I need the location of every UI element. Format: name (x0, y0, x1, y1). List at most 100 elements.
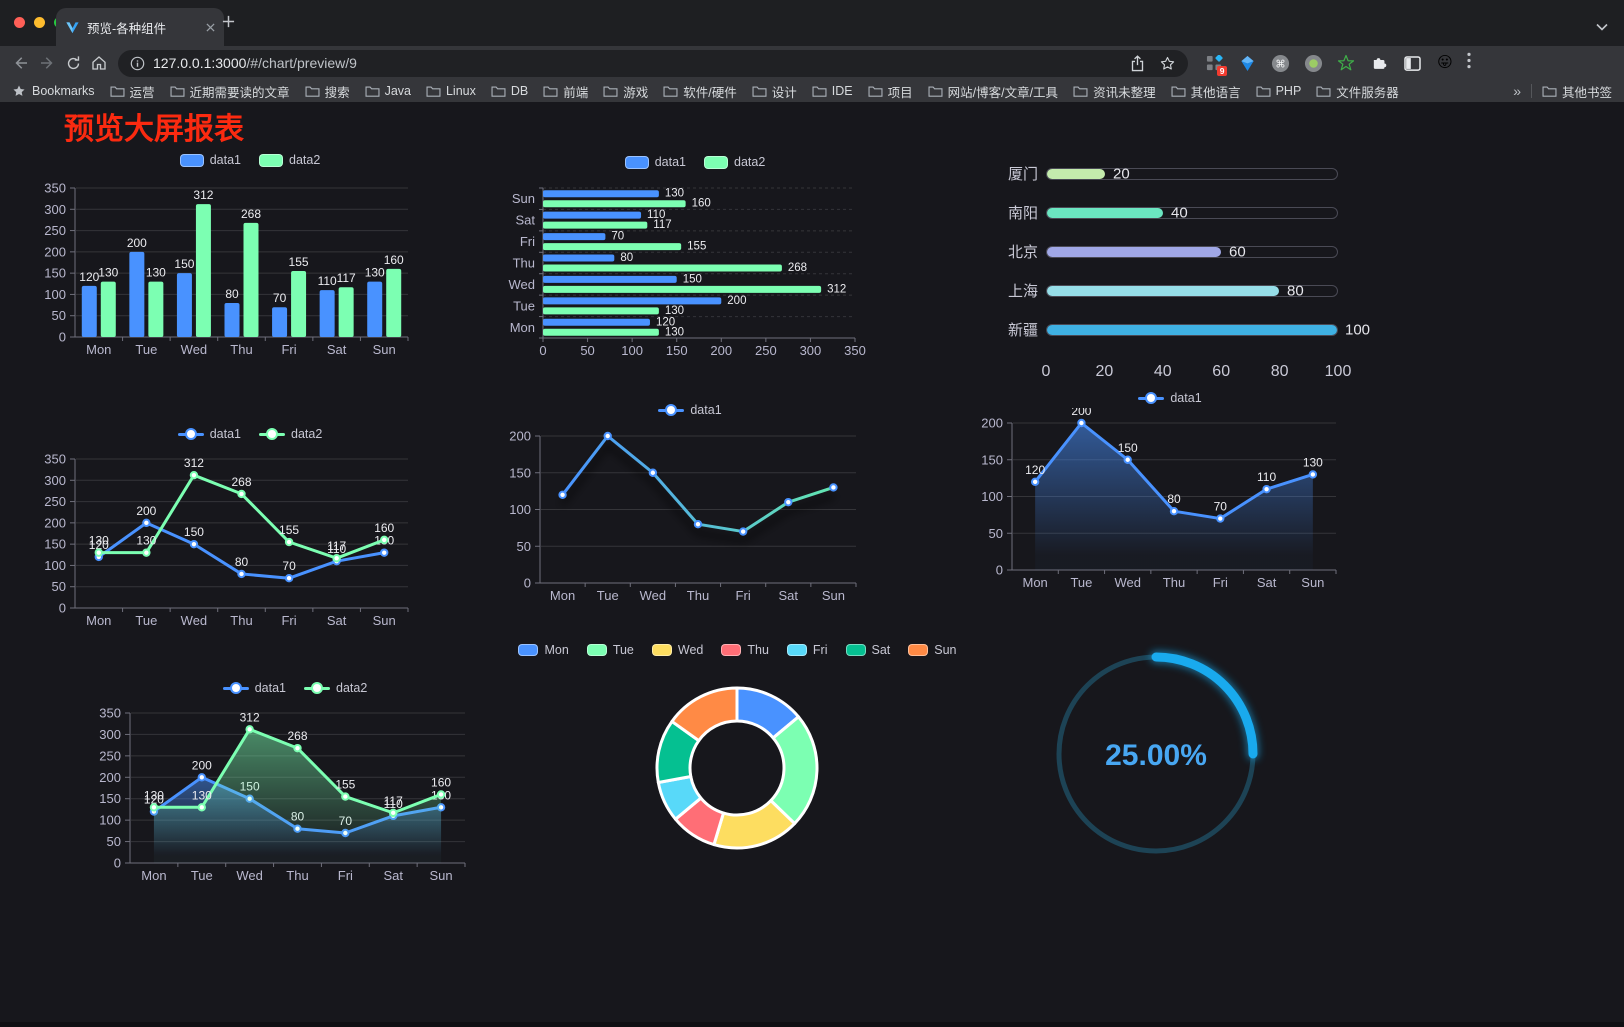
bookmark-item[interactable]: 设计 (752, 82, 797, 101)
progress-row: 上海 80 (990, 271, 1360, 310)
home-button[interactable] (86, 50, 112, 76)
legend-item[interactable]: Mon (518, 643, 569, 657)
svg-text:Fri: Fri (1213, 575, 1228, 590)
close-window-button[interactable] (14, 17, 25, 28)
bookmark-item[interactable]: 资讯未整理 (1073, 82, 1156, 101)
extension-puzzle-icon[interactable] (1369, 53, 1389, 73)
legend-item[interactable]: data2 (259, 153, 320, 167)
extension-gem-icon[interactable] (1237, 53, 1257, 73)
svg-text:Wed: Wed (1114, 575, 1141, 590)
bookmark-item[interactable]: Linux (426, 84, 476, 98)
bookmark-item[interactable]: 前端 (543, 82, 588, 101)
forward-button[interactable] (34, 50, 60, 76)
chart-legend: data1 (980, 388, 1360, 408)
back-button[interactable] (8, 50, 34, 76)
legend-item[interactable]: data1 (222, 681, 286, 695)
legend-item[interactable]: data1 (624, 155, 686, 169)
browser-menu-icon[interactable] (1467, 52, 1471, 74)
svg-text:200: 200 (981, 416, 1003, 431)
bookmark-item[interactable]: PHP (1256, 84, 1302, 98)
extension-star-icon[interactable] (1336, 53, 1356, 73)
svg-text:160: 160 (692, 198, 711, 210)
svg-text:350: 350 (44, 452, 66, 467)
bookmark-item[interactable]: 软件/硬件 (663, 82, 737, 101)
legend-item[interactable]: Tue (586, 643, 634, 657)
svg-text:80: 80 (620, 252, 633, 264)
svg-text:250: 250 (755, 343, 777, 358)
tab-close-icon[interactable] (206, 22, 215, 32)
extension-command-icon[interactable]: ⌘ (1270, 53, 1290, 73)
legend-item[interactable]: Thu (721, 643, 769, 657)
reload-button[interactable] (60, 50, 86, 76)
legend-item[interactable]: data1 (1138, 391, 1202, 405)
minimize-window-button[interactable] (34, 17, 45, 28)
other-bookmarks-folder[interactable]: 其他书签 (1542, 82, 1612, 101)
bookmark-item[interactable]: IDE (812, 84, 853, 98)
bookmark-label: 软件/硬件 (683, 85, 737, 100)
gradient-line-svg: 0 50 100 150 200 Mon Tue Wed Thu Fri Sat Sun (509, 429, 857, 603)
svg-text:268: 268 (231, 475, 251, 489)
bookmark-item[interactable]: 其他语言 (1171, 82, 1241, 101)
bookmark-label: PHP (1275, 84, 1302, 98)
bookmark-star-icon[interactable] (1159, 55, 1176, 72)
chart-legend: data1 data2 (40, 150, 460, 170)
address-bar[interactable]: 127.0.0.1:3000/#/chart/preview/9 (118, 49, 1188, 77)
tab-search-chevron-icon[interactable] (1596, 18, 1608, 36)
bookmarks-manager[interactable]: Bookmarks (12, 84, 95, 98)
bookmark-item[interactable]: 游戏 (603, 82, 648, 101)
svg-text:117: 117 (384, 794, 403, 808)
extension-sidepanel-icon[interactable] (1402, 53, 1422, 73)
svg-text:110: 110 (327, 542, 346, 556)
bookmark-item[interactable]: 近期需要读的文章 (170, 82, 290, 101)
extension-emoji-icon[interactable]: 😛 (1437, 54, 1453, 71)
browser-tab[interactable]: 预览-各种组件 (56, 8, 224, 46)
new-tab-button[interactable] (222, 15, 235, 33)
legend-item[interactable]: Wed (651, 643, 703, 657)
share-icon[interactable] (1130, 54, 1145, 72)
svg-text:150: 150 (174, 257, 194, 271)
legend-label: data2 (734, 155, 766, 169)
legend-item[interactable]: data1 (177, 427, 241, 441)
bookmark-item[interactable]: 文件服务器 (1316, 82, 1399, 101)
legend-item[interactable]: data2 (704, 155, 765, 169)
extension-grid-icon[interactable]: 9 (1204, 53, 1227, 76)
legend-swatch (908, 644, 929, 656)
legend-label: data1 (690, 403, 722, 417)
bookmarks-overflow-chevron[interactable]: » (1513, 83, 1521, 99)
svg-text:Thu: Thu (230, 613, 252, 628)
bookmark-item[interactable]: 项目 (868, 82, 913, 101)
legend-item[interactable]: Sun (908, 643, 957, 657)
svg-text:120: 120 (89, 538, 109, 552)
svg-text:0: 0 (996, 563, 1003, 578)
svg-text:300: 300 (44, 202, 66, 217)
svg-text:50: 50 (580, 343, 594, 358)
progress-value: 20 (1113, 165, 1130, 182)
extension-dot-icon[interactable] (1303, 53, 1323, 73)
progress-track: 20 (1046, 165, 1338, 182)
svg-text:117: 117 (337, 271, 356, 285)
svg-text:130: 130 (98, 266, 118, 280)
legend-item[interactable]: data2 (259, 427, 322, 441)
legend-item[interactable]: data1 (658, 403, 722, 417)
bookmark-item[interactable]: Java (365, 84, 411, 98)
bookmark-item[interactable]: 网站/博客/文章/工具 (928, 82, 1058, 101)
bookmark-item[interactable]: 运营 (110, 82, 155, 101)
svg-text:130: 130 (89, 534, 109, 548)
progress-x-axis: 0 20 40 60 80 100 (1042, 363, 1352, 383)
tab-favicon-icon (65, 20, 80, 35)
bookmark-item[interactable]: DB (491, 84, 528, 98)
svg-text:Sat: Sat (1257, 575, 1277, 590)
legend-item[interactable]: Fri (786, 643, 828, 657)
url-text[interactable]: 127.0.0.1:3000/#/chart/preview/9 (153, 55, 357, 71)
svg-text:150: 150 (509, 465, 531, 480)
legend-item[interactable]: Sat (845, 643, 890, 657)
svg-text:120: 120 (79, 270, 99, 284)
svg-text:100: 100 (44, 287, 66, 302)
legend-item[interactable]: data2 (304, 681, 367, 695)
site-info-icon[interactable] (130, 56, 145, 71)
bookmark-item[interactable]: 搜索 (305, 82, 350, 101)
axis-tick-label: 0 (1041, 363, 1051, 380)
bookmark-label: IDE (831, 84, 853, 98)
progress-value: 100 (1345, 321, 1371, 338)
legend-item[interactable]: data1 (179, 153, 241, 167)
